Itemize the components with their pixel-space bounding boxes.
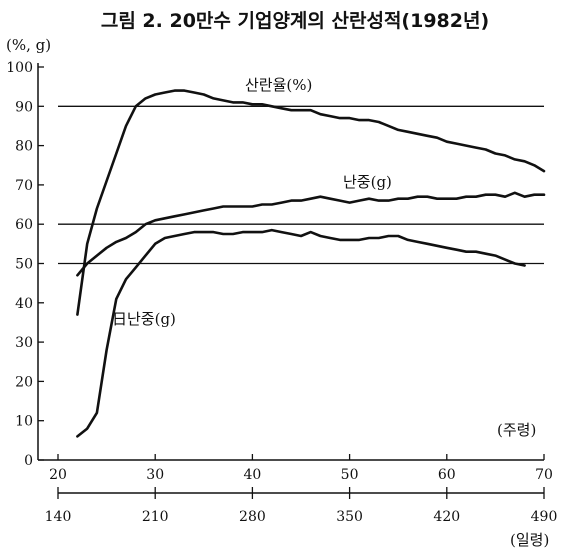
y-tick-label: 80 bbox=[15, 139, 33, 155]
x-tick-label: 60 bbox=[438, 467, 456, 483]
series-label-laying-rate: 산란율(%) bbox=[245, 76, 312, 94]
x-tick-label: 40 bbox=[243, 467, 261, 483]
secondary-x-tick-label: 210 bbox=[142, 509, 169, 525]
secondary-x-axis-label: (일령) bbox=[510, 531, 549, 549]
secondary-x-tick-label: 140 bbox=[45, 509, 72, 525]
x-tick-label: 20 bbox=[49, 467, 67, 483]
y-tick-label: 0 bbox=[24, 453, 33, 469]
daily-egg-mass-line bbox=[76, 228, 526, 438]
secondary-x-tick-label: 420 bbox=[433, 509, 460, 525]
y-tick-label: 100 bbox=[6, 60, 33, 76]
secondary-x-tick-label: 490 bbox=[531, 509, 558, 525]
y-tick-label: 30 bbox=[15, 335, 33, 351]
x-tick-label: 30 bbox=[146, 467, 164, 483]
chart-title: 그림 2. 20만수 기업양계의 산란성적(1982년) bbox=[101, 10, 489, 32]
secondary-x-tick-label: 350 bbox=[336, 509, 363, 525]
series-lines bbox=[76, 89, 546, 438]
secondary-x-tick-label: 280 bbox=[239, 509, 266, 525]
series-label-daily-egg-mass: 日난중(g) bbox=[112, 310, 176, 328]
y-tick-label: 90 bbox=[15, 99, 33, 115]
x-axis-label: (주령) bbox=[497, 421, 536, 439]
y-tick-label: 40 bbox=[15, 296, 33, 312]
y-tick-label: 10 bbox=[15, 414, 33, 430]
x-tick-label: 50 bbox=[341, 467, 359, 483]
reference-lines bbox=[58, 105, 544, 265]
y-ticks: 0 10 20 30 40 50 60 70 80 90 100 bbox=[6, 60, 44, 469]
y-tick-label: 50 bbox=[15, 257, 33, 273]
y-tick-label: 20 bbox=[15, 374, 33, 390]
egg-weight-line bbox=[76, 191, 546, 277]
series-label-egg-weight: 난중(g) bbox=[343, 173, 392, 191]
x-ticks: 20 30 40 50 60 70 bbox=[49, 454, 553, 483]
x-tick-label: 70 bbox=[535, 467, 553, 483]
y-tick-label: 60 bbox=[15, 217, 33, 233]
laying-rate-line bbox=[76, 89, 546, 316]
y-tick-label: 70 bbox=[15, 178, 33, 194]
secondary-x-ticks: 140 210 280 350 420 490 bbox=[45, 487, 558, 525]
y-axis-label: (%, g) bbox=[6, 36, 51, 54]
